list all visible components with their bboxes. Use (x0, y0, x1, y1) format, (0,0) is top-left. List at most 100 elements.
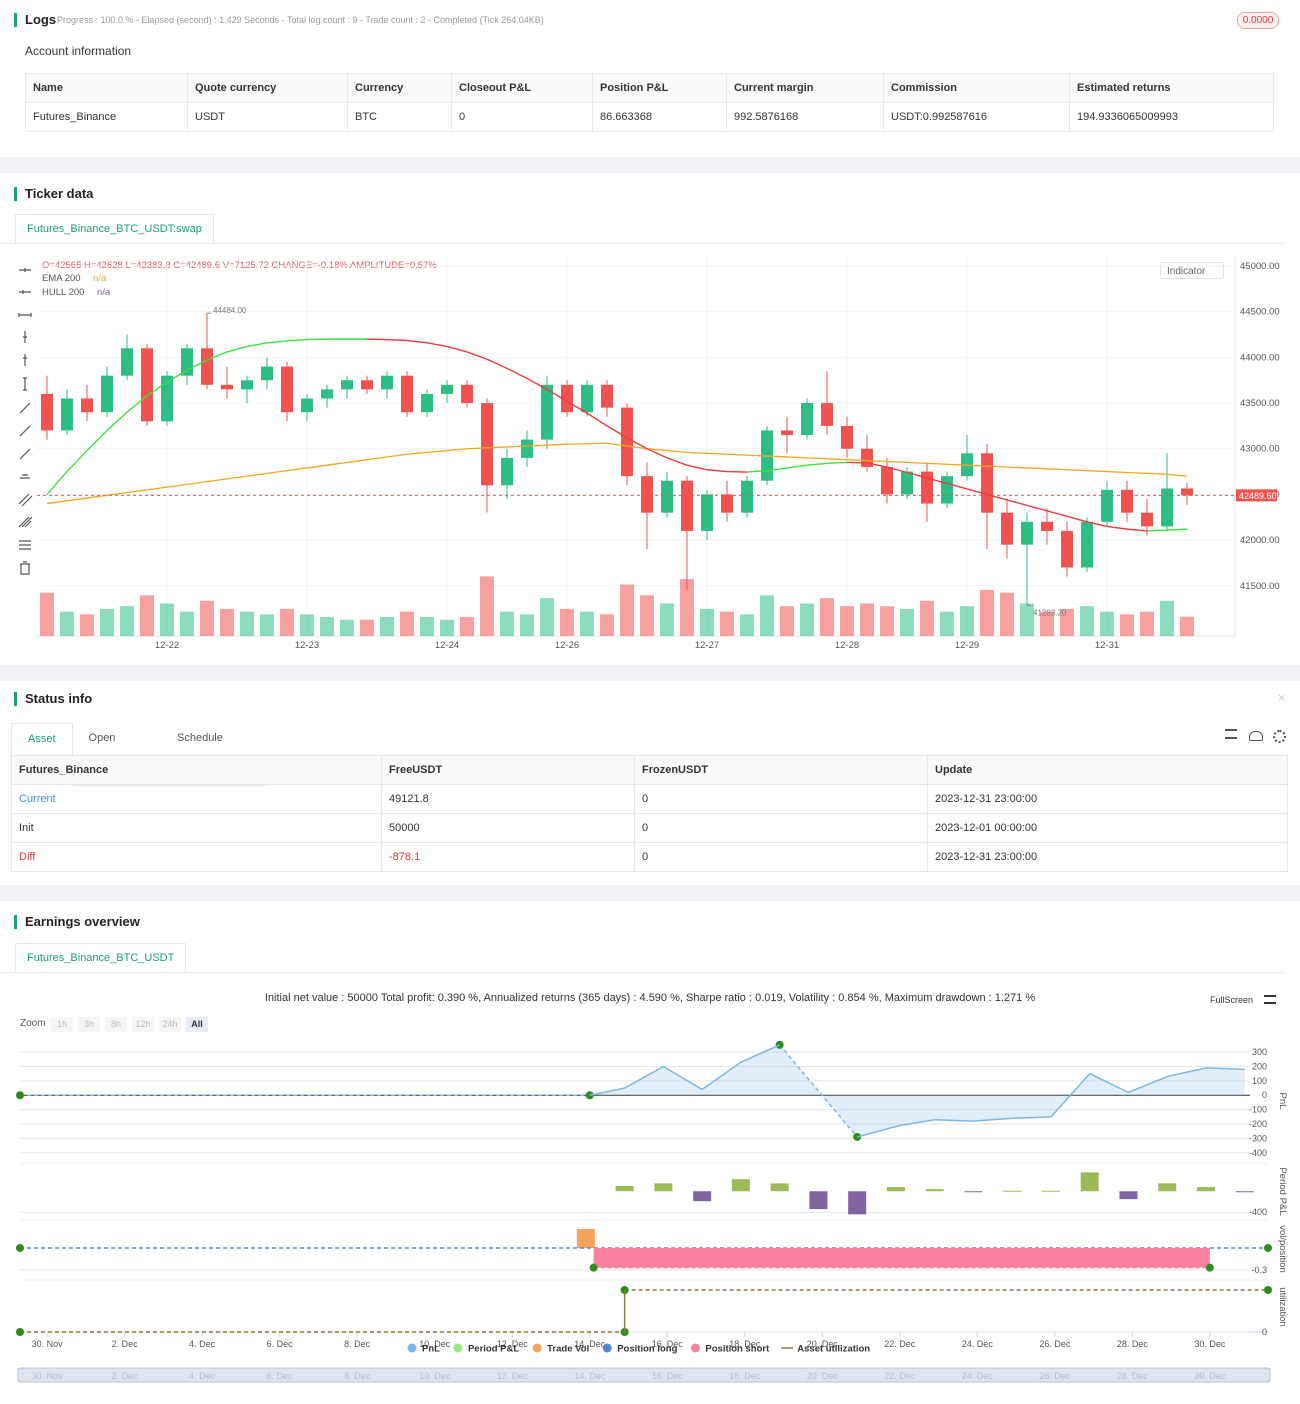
table-cell: USDT:0.992587616 (883, 102, 1070, 132)
tool-icon[interactable] (19, 425, 31, 437)
table-header: Quote currency (187, 73, 348, 103)
candle-body (561, 384, 573, 413)
axis-label: utilization (1277, 1287, 1288, 1327)
list-icon[interactable] (1225, 729, 1237, 739)
legend-label[interactable]: PnL (422, 1344, 440, 1355)
badge[interactable]: 0.0000 (1237, 12, 1279, 29)
table-row: Diff -878.1 0 2023-12-31 23:00:00 (11, 842, 1288, 872)
candle-body (621, 407, 633, 477)
bar (1119, 1191, 1138, 1200)
table-cell: 0 (634, 813, 928, 843)
cloud-icon[interactable] (1249, 731, 1263, 741)
legend: PnL Period P&L Trade Vol Position long Posit… (407, 1343, 870, 1355)
legend-label[interactable]: Asset utilization (797, 1344, 870, 1355)
y-tick-label: -100 (1249, 1105, 1267, 1115)
volume-bar (60, 611, 74, 636)
candle-body (341, 380, 353, 390)
axis-label: Period P&L (1277, 1167, 1288, 1215)
tool-icon[interactable] (18, 493, 33, 507)
tool-icon[interactable] (18, 516, 33, 528)
y-tick-label: 41500.00 (1240, 581, 1280, 592)
table-row: Futures_Binance USDT BTC 0 86.663368 992.5876… (25, 102, 1274, 132)
fullscreen-icon[interactable] (1278, 694, 1285, 701)
marker (589, 1263, 598, 1272)
volume-bar (260, 614, 274, 636)
candle-body (1081, 521, 1093, 568)
marker (1264, 1286, 1272, 1294)
candle-body (201, 348, 213, 385)
tool-icon[interactable] (23, 377, 27, 391)
bar (964, 1191, 983, 1193)
table-cell: USDT (187, 102, 348, 132)
candle-body (841, 425, 853, 449)
settings-icon[interactable] (1273, 730, 1286, 743)
volume-bar (540, 598, 554, 636)
volume-bar (1000, 592, 1014, 636)
volume-bar (360, 619, 374, 636)
zoom-button[interactable]: 3h (78, 1017, 100, 1032)
series-line (589, 1044, 780, 1096)
volume-bar (500, 611, 514, 636)
tool-icon[interactable] (23, 331, 27, 343)
tool-icon[interactable] (19, 402, 31, 414)
tool-icon[interactable] (19, 540, 31, 550)
legend-label[interactable]: Period P&L (468, 1344, 519, 1355)
price-label: 42489.60 (1239, 491, 1277, 501)
x-tick-label: 12-28 (835, 640, 859, 651)
candle-body (101, 375, 113, 413)
y-tick-label: 100 (1252, 1076, 1267, 1086)
navigator-label: 20. Dec (807, 1371, 839, 1381)
navigator-label: 12. Dec (497, 1371, 529, 1381)
menu-icon[interactable] (1264, 995, 1276, 1004)
table-header: Update (927, 755, 1288, 785)
x-tick-label: 10. Dec (419, 1339, 451, 1349)
legend-name: HULL 200 (42, 287, 84, 298)
zoom-button[interactable]: 1h (51, 1017, 73, 1032)
volume-bar (600, 614, 614, 636)
candle-body (741, 480, 753, 513)
zoom-button[interactable]: All (186, 1017, 208, 1032)
x-tick-label: 12-27 (695, 640, 719, 651)
volume-bar (440, 619, 454, 636)
marker (16, 1091, 24, 1100)
tool-icon[interactable] (23, 354, 27, 366)
indicator-button[interactable]: Indicator (1160, 262, 1224, 279)
tab[interactable]: Futures_Binance_BTC_USDT:swap (15, 214, 214, 243)
bar (1080, 1172, 1099, 1192)
gap-line (779, 1044, 858, 1138)
section-title: Status info (14, 692, 92, 706)
candle-body (521, 439, 533, 458)
tool-icon[interactable] (20, 561, 30, 575)
annotation-label: 41283.20 (1033, 609, 1067, 618)
legend-label[interactable]: Position long (617, 1344, 677, 1355)
tool-icon[interactable] (18, 313, 32, 317)
legend-label[interactable]: Trade Vol (547, 1344, 589, 1355)
x-tick-label: 8. Dec (344, 1339, 371, 1349)
fullscreen-button[interactable]: FullScreen (1210, 995, 1254, 1005)
x-tick-label: 30. Dec (1194, 1339, 1226, 1349)
x-tick-label: 2. Dec (112, 1339, 139, 1349)
legend-label[interactable]: Position short (705, 1344, 770, 1355)
tool-icon[interactable] (19, 448, 31, 460)
tool-icon[interactable] (20, 474, 30, 479)
volume-bar (1080, 606, 1094, 636)
table-cell: Diff (11, 842, 382, 872)
candle-body (1041, 521, 1053, 531)
zoom-button[interactable]: 24h (159, 1017, 181, 1032)
tab[interactable]: Futures_Binance_BTC_USDT (15, 943, 187, 972)
volume-bar (380, 617, 394, 636)
navigator-label: 16. Dec (652, 1371, 684, 1381)
table-cell: Current (11, 784, 382, 814)
area-fill (20, 1044, 1245, 1137)
candle-body (901, 471, 913, 495)
table-header: Current margin (726, 73, 884, 103)
bar (654, 1183, 673, 1192)
zoom-button[interactable]: 12h (132, 1017, 154, 1032)
volume-bar (940, 611, 954, 636)
volume-bar (700, 608, 714, 636)
navigator[interactable] (17, 1367, 1271, 1383)
tool-icon[interactable] (19, 290, 31, 294)
bar (886, 1187, 905, 1192)
zoom-button[interactable]: 8h (105, 1017, 127, 1032)
tool-icon[interactable] (19, 268, 31, 272)
